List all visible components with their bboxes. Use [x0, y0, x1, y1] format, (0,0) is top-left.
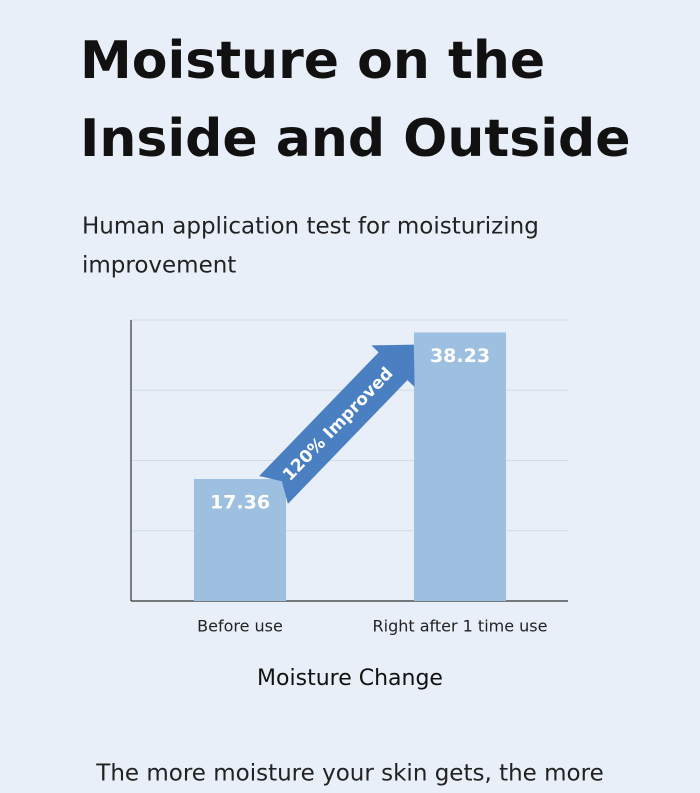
- subtitle-line: Human application test for moisturizing: [82, 214, 539, 240]
- value-label: 17.36: [210, 492, 270, 514]
- title-line: Moisture on the: [80, 31, 545, 91]
- x-axis-label: Moisture Change: [257, 666, 443, 691]
- bar: [194, 479, 286, 601]
- footer-text: The more moisture your skin gets, the mo…: [95, 761, 603, 787]
- bar: [414, 332, 506, 601]
- title-line: Inside and Outside: [80, 109, 631, 169]
- arrow-shape: [259, 344, 415, 504]
- subtitle-line: improvement: [82, 253, 236, 279]
- x-tick-label: Right after 1 time use: [373, 617, 548, 636]
- value-label: 38.23: [430, 345, 490, 367]
- x-tick-label: Before use: [197, 617, 283, 636]
